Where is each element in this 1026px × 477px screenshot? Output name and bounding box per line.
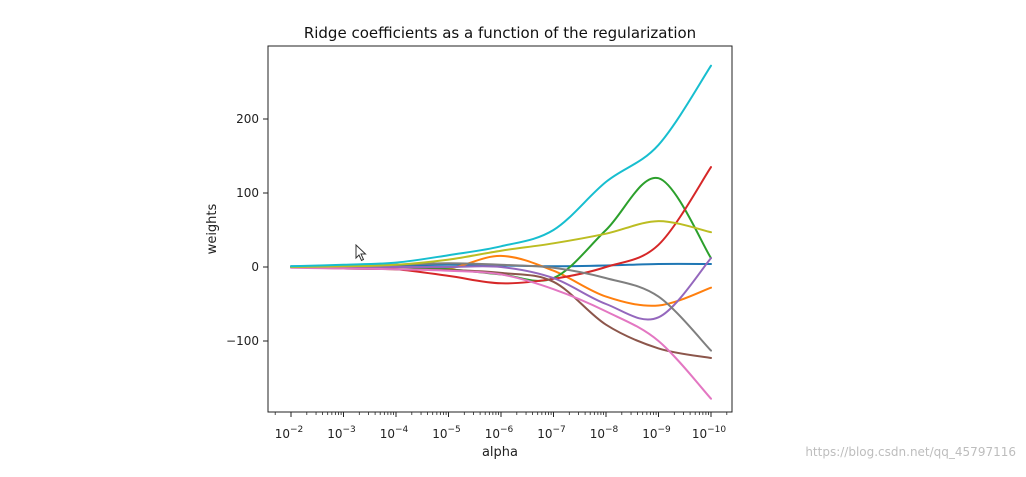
x-tick-exponent: −6 [500,425,514,435]
x-tick-exponent: −3 [343,425,356,435]
plot-frame [267,45,733,413]
y-tick-label: −100 [226,334,259,348]
series-line-10 [290,64,712,268]
x-tick-base: 10 [432,427,447,441]
x-tick-label: 10−6 [485,425,514,441]
chart-title: Ridge coefficients as a function of the … [304,24,696,42]
x-tick-exponent: −7 [553,425,566,435]
series-line-9 [290,220,712,268]
x-tick-label: 10−9 [642,425,671,441]
x-tick-base: 10 [380,427,395,441]
x-tick-label: 10−8 [590,425,619,441]
mouse-cursor-icon [355,244,367,262]
y-tick-label: 100 [236,186,259,200]
x-tick-base: 10 [537,427,552,441]
x-tick-base: 10 [327,427,342,441]
x-tick-exponent: −8 [605,425,619,435]
x-tick-label: 10−4 [380,425,409,441]
series-line-6 [290,266,712,359]
x-tick-base: 10 [692,427,707,441]
x-tick-base: 10 [485,427,500,441]
series-line-8 [290,262,712,352]
x-tick-exponent: −2 [290,425,303,435]
watermark-url: https://blog.csdn.net/qq_45797116 [805,445,1016,459]
x-tick-label: 10−2 [275,425,304,441]
x-tick-base: 10 [590,427,605,441]
y-tick-label: 200 [236,112,259,126]
y-axis-title: weights [205,203,220,254]
x-tick-label: 10−10 [692,425,727,441]
x-tick-exponent: −4 [395,425,409,435]
y-tick-label: 0 [251,260,259,274]
x-tick-exponent: −10 [707,425,726,435]
x-tick-label: 10−7 [537,425,566,441]
series-line-5 [290,257,712,321]
x-tick-base: 10 [642,427,657,441]
series-layer [290,64,712,400]
series-line-7 [290,266,712,400]
x-tick-exponent: −5 [448,425,461,435]
x-tick-base: 10 [275,427,290,441]
x-tick-label: 10−5 [432,425,461,441]
x-tick-label: 10−3 [327,425,356,441]
x-tick-exponent: −9 [658,425,672,435]
x-axis-title: alpha [482,445,518,460]
